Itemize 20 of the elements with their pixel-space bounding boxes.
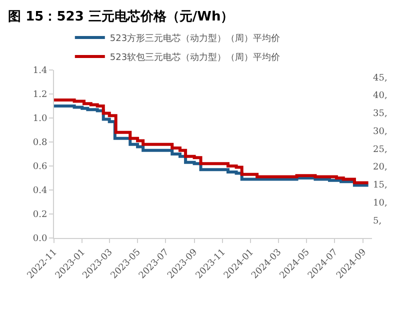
y-tick-label: 0.4: [32, 186, 48, 196]
y2-tick-label: 45,: [373, 73, 388, 84]
y2-tick-label: 15,: [373, 180, 388, 191]
y-tick-label: 1.2: [32, 90, 48, 100]
y-tick-label: 1.4: [32, 66, 48, 76]
y2-tick-label: 35,: [373, 109, 388, 120]
y-tick-label: 0.8: [32, 138, 48, 148]
legend-label: 523方形三元电芯（动力型）（周）平均价: [110, 32, 280, 44]
y-tick-label: 0.2: [32, 210, 48, 220]
y2-tick-label: 40,: [373, 91, 388, 102]
y-tick-label: 1.0: [32, 114, 48, 124]
y2-tick-label: 30,: [373, 126, 388, 137]
y-tick-label: 0.6: [32, 162, 48, 172]
y-tick-label: 0.0: [32, 234, 48, 244]
y2-tick-label: 20,: [373, 162, 388, 173]
y2-tick-label: 25,: [373, 144, 388, 155]
y2-tick-label: 5,: [373, 216, 382, 226]
y2-tick-label: 10,: [373, 198, 388, 208]
legend-label: 523软包三元电芯（动力型）（周）平均价: [110, 52, 280, 63]
chart-title: 图 15：523 三元电芯价格（元/Wh）: [8, 9, 234, 24]
